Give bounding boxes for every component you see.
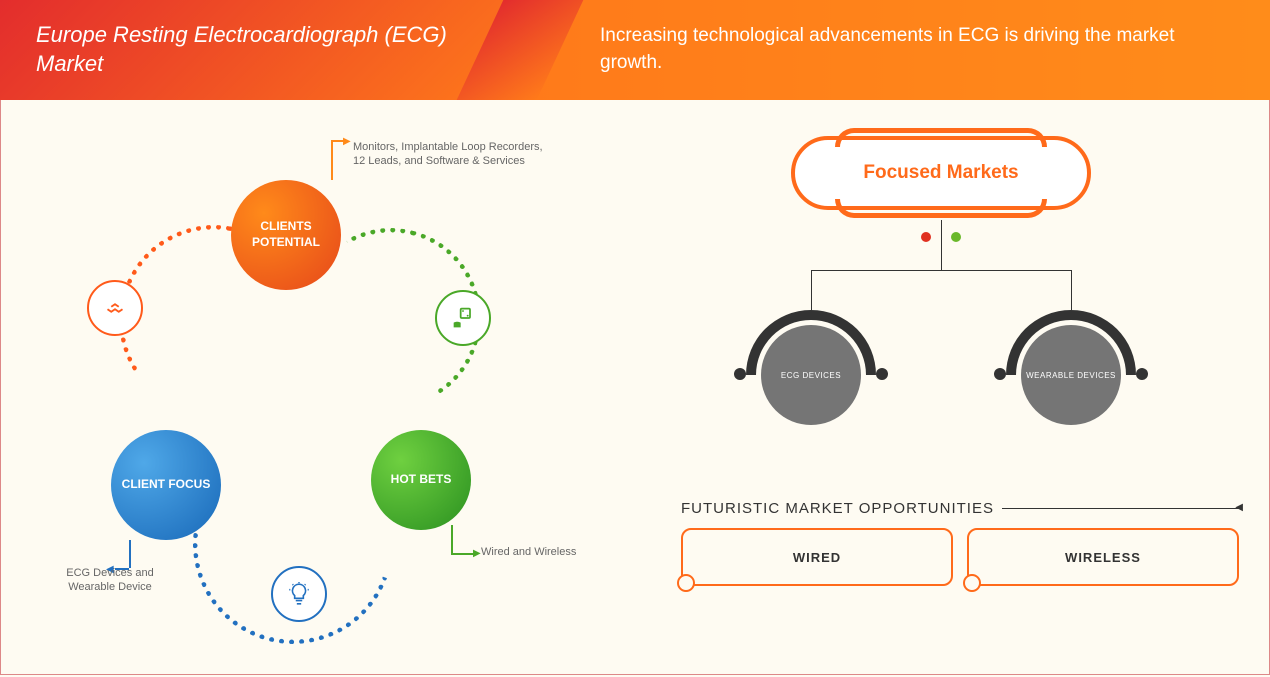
opportunity-label: WIRED [793,550,841,565]
content-area: CLIENTS POTENTIAL CLIENT FOCUS HOT BETS … [0,100,1270,675]
dice-hand-icon [435,290,491,346]
indicator-dot-green [951,232,961,242]
opportunity-label: WIRELESS [1065,550,1141,565]
opportunities-header: FUTURISTIC MARKET OPPORTUNITIES [681,500,1241,517]
opportunity-circle-icon [963,574,981,592]
annotation-clients-potential: Monitors, Implantable Loop Recorders, 12… [353,140,553,169]
gauge-endpoint [994,368,1006,380]
connector-line [129,540,131,568]
handshake-icon [87,280,143,336]
right-diagram: Focused Markets ECG DEVICES WEARABLE DEV… [641,100,1270,675]
gauge-endpoint [734,368,746,380]
left-diagram: CLIENTS POTENTIAL CLIENT FOCUS HOT BETS … [1,100,641,675]
gauge-ecg-devices: ECG DEVICES [746,310,876,440]
gauge-endpoint [876,368,888,380]
opportunity-box-wired: WIRED [681,528,953,586]
header: Europe Resting Electrocardiograph (ECG) … [0,0,1270,100]
node-label: HOT BETS [391,472,452,488]
gauge-wearable-devices: WEARABLE DEVICES [1006,310,1136,440]
annotation-hot-bets: Wired and Wireless [481,545,581,559]
tree-connector [1071,270,1072,310]
node-client-focus: CLIENT FOCUS [111,430,221,540]
header-left-panel: Europe Resting Electrocardiograph (ECG) … [0,0,520,100]
focused-markets-box: Focused Markets [791,136,1091,210]
focused-markets-label: Focused Markets [863,162,1018,184]
gauge-label: ECG DEVICES [761,325,861,425]
arrow-icon: ▶ [343,136,351,147]
arrow-icon: ▶ [473,548,481,559]
opportunity-box-wireless: WIRELESS [967,528,1239,586]
connector-line [451,553,475,555]
indicator-dot-red [921,232,931,242]
tree-connector [941,220,942,270]
gauge-endpoint [1136,368,1148,380]
connector-line [451,525,453,553]
page-title: Europe Resting Electrocardiograph (ECG) … [36,21,520,78]
node-clients-potential: CLIENTS POTENTIAL [231,180,341,290]
node-hot-bets: HOT BETS [371,430,471,530]
connector-line [331,140,333,180]
node-label: CLIENTS POTENTIAL [231,219,341,250]
gauge-label: WEARABLE DEVICES [1021,325,1121,425]
opportunities-header-line [1002,508,1241,509]
node-label: CLIENT FOCUS [122,477,211,493]
header-right-panel: Increasing technological advancements in… [520,0,1270,100]
tree-connector [811,270,1071,271]
opportunities-title: FUTURISTIC MARKET OPPORTUNITIES [681,500,994,517]
tree-connector [811,270,812,310]
opportunity-circle-icon [677,574,695,592]
annotation-client-focus: ECG Devices and Wearable Device [45,566,175,595]
lightbulb-icon [271,566,327,622]
page-subtitle: Increasing technological advancements in… [600,23,1230,76]
